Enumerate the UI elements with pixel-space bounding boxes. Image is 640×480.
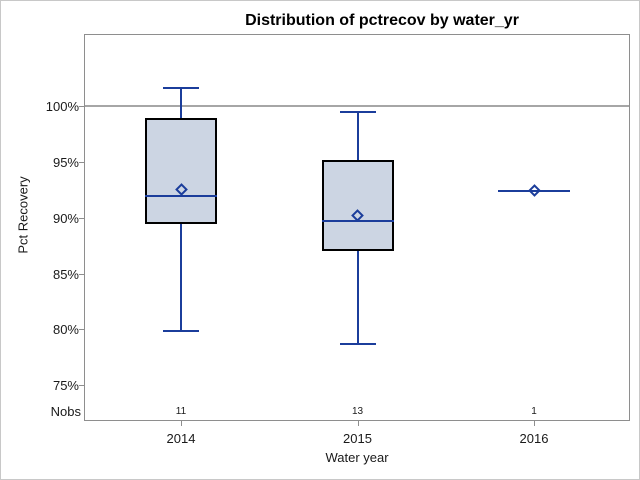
lower-whisker-cap <box>339 343 376 345</box>
reference-line <box>85 104 629 107</box>
nobs-value: 11 <box>175 406 187 417</box>
upper-whisker-line <box>180 88 182 119</box>
y-axis-tick <box>79 274 84 275</box>
chart-title: Distribution of pctrecov by water_yr <box>245 12 519 29</box>
upper-whisker-line <box>356 111 359 160</box>
box <box>145 118 217 225</box>
y-axis-tick <box>79 106 84 107</box>
x-axis-tick-label: 2015 <box>343 431 372 446</box>
x-axis-tick <box>357 421 359 426</box>
nobs-row-label: Nobs <box>50 404 81 419</box>
y-axis-title: Pct Recovery <box>15 176 31 254</box>
x-axis-tick-label: 2016 <box>519 431 549 446</box>
box <box>321 159 394 252</box>
y-axis-tick-label: 75% <box>52 378 79 394</box>
upper-whisker-cap <box>163 87 199 90</box>
lower-whisker-cap <box>163 329 199 332</box>
median-line <box>321 220 394 223</box>
x-axis-tick <box>181 421 182 426</box>
y-axis-tick <box>79 162 84 163</box>
nobs-value: 1 <box>531 406 537 417</box>
nobs-value: 13 <box>351 406 364 417</box>
y-axis-tick-label: 90% <box>52 210 79 226</box>
lower-whisker-line <box>180 224 182 331</box>
mean-diamond-marker <box>527 184 541 198</box>
y-axis-tick-label: 100% <box>45 98 79 114</box>
upper-whisker-cap <box>339 110 376 113</box>
y-axis-tick-label: 85% <box>52 266 79 282</box>
x-axis-title: Water year <box>325 450 389 465</box>
median-line <box>145 195 217 198</box>
y-axis-tick <box>79 385 84 386</box>
y-axis-tick-label: 95% <box>52 154 79 170</box>
lower-whisker-line <box>356 251 359 344</box>
single-value-line <box>498 189 570 192</box>
y-axis-tick <box>79 329 84 330</box>
plot-area: 100% 95% 90% 85% 80% 75% 11 2014 13 2015 1 2016 <box>46 34 630 446</box>
y-axis-tick <box>79 218 84 219</box>
x-axis-tick-label: 2014 <box>166 431 196 446</box>
y-axis-tick-label: 80% <box>52 322 79 338</box>
x-axis-tick <box>534 421 535 426</box>
